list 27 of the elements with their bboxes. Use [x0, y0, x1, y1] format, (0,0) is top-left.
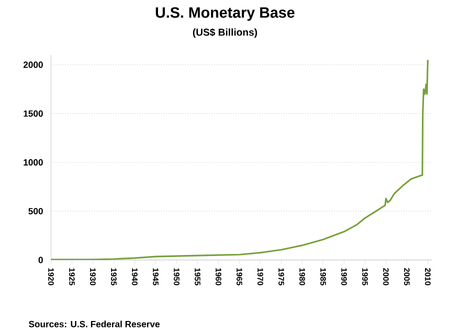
x-tick-label: 1965: [236, 268, 242, 286]
x-tick-label: 1985: [320, 268, 326, 286]
chart-subtitle: (US$ Billions): [193, 28, 258, 38]
x-tick-label: 1935: [110, 268, 117, 286]
x-tick-label: 1980: [299, 268, 306, 286]
x-tick-label: 1945: [152, 268, 158, 286]
x-tick-label: 1950: [174, 268, 180, 286]
x-tick-label: 1990: [341, 268, 347, 286]
x-tick-label: 2000: [383, 268, 389, 286]
y-tick-label: 500: [28, 208, 43, 214]
x-tick-label: 1955: [194, 268, 200, 286]
x-tick-label: 1995: [362, 268, 368, 286]
y-tick-label: 1500: [24, 110, 43, 117]
x-tick-label: 1970: [258, 268, 264, 286]
x-tick-label: 1975: [278, 268, 284, 286]
x-tick-label: 2010: [424, 268, 431, 286]
x-tick-label: 1960: [216, 268, 222, 286]
x-tick-label: 1940: [132, 268, 138, 286]
y-tick-label: 0: [38, 256, 43, 264]
y-tick-label: 1000: [24, 159, 43, 166]
source-note: Sources: U.S. Federal Reserve: [28, 320, 160, 328]
x-tick-label: 1930: [90, 268, 96, 286]
x-tick-label: 1925: [69, 268, 75, 286]
y-tick-label: 2000: [24, 62, 43, 68]
chart-title: U.S. Monetary Base: [156, 7, 294, 21]
x-tick-label: 1920: [48, 268, 54, 286]
x-tick-label: 2005: [404, 268, 410, 286]
